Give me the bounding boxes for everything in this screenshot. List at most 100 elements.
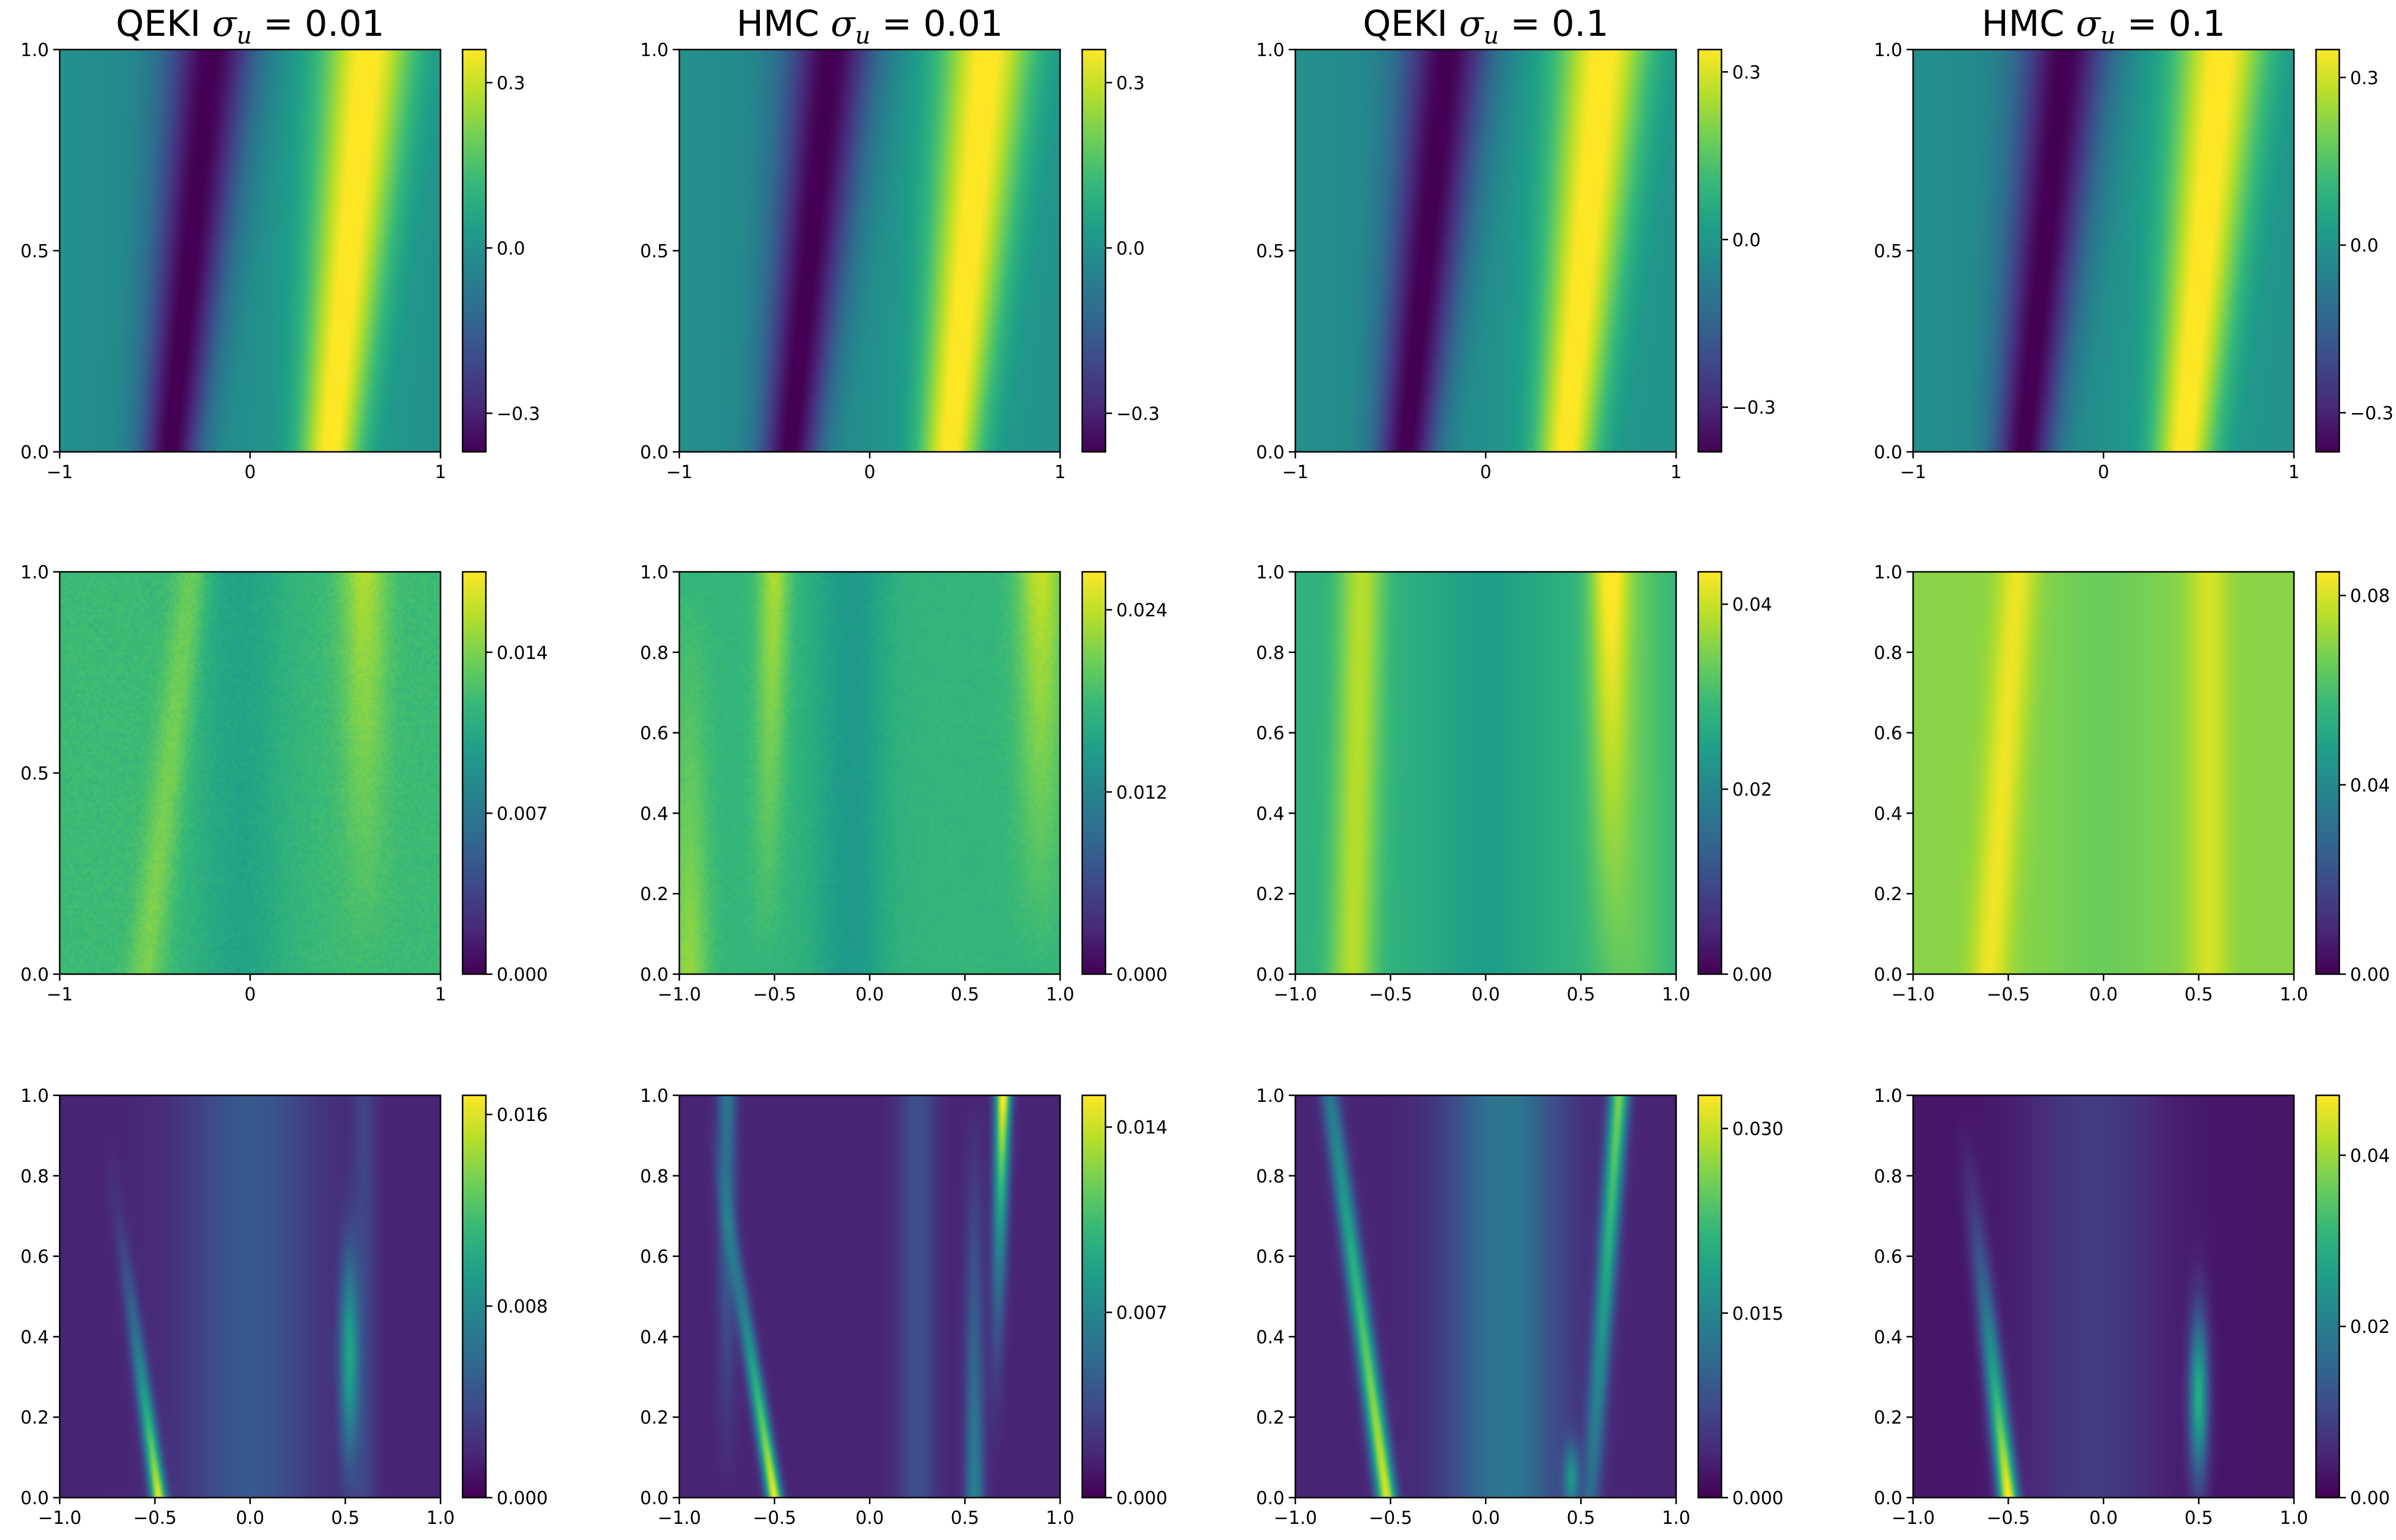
x-tick-label: −1 bbox=[47, 462, 73, 483]
colorbar-tick-label: 0.00 bbox=[2350, 1488, 2390, 1509]
y-tick-label: 0.6 bbox=[640, 1247, 669, 1268]
y-tick-label: 0.6 bbox=[640, 723, 669, 744]
colorbar bbox=[2315, 571, 2340, 975]
colorbar-tick-label: 0.012 bbox=[1116, 783, 1168, 803]
x-tick-label: 0.5 bbox=[1567, 984, 1596, 1005]
colorbar bbox=[2315, 48, 2340, 453]
colorbar-tick-label: 0.015 bbox=[1732, 1304, 1784, 1325]
x-tick-label: 0.5 bbox=[951, 984, 980, 1005]
heatmap-image bbox=[679, 572, 1060, 974]
colorbar-tick-label: 0.0 bbox=[1732, 230, 1761, 251]
colorbar-tick-label: 0.000 bbox=[1116, 1488, 1168, 1509]
colorbar-tick-label: 0.0 bbox=[497, 238, 525, 259]
x-tick-label: −1 bbox=[1900, 462, 1926, 483]
title-method: HMC bbox=[1981, 3, 2076, 45]
colorbar-tick-label: 0.016 bbox=[497, 1105, 548, 1126]
panel-r0-c2: −1 0 1 0.0 0.5 1.0 0.3 0.0 −0.3 bbox=[1256, 40, 1776, 483]
title-method: HMC bbox=[736, 3, 831, 45]
x-tick-label: 1 bbox=[2288, 462, 2299, 483]
y-tick-label: 1.0 bbox=[20, 562, 49, 583]
y-tick-label: 0.8 bbox=[20, 1166, 49, 1187]
y-tick-label: 0.8 bbox=[1256, 1166, 1285, 1187]
y-tick-label: 0.0 bbox=[640, 965, 669, 985]
colorbar-tick-label: 0.04 bbox=[1732, 595, 1772, 615]
y-tick-label: 1.0 bbox=[1256, 562, 1285, 583]
colorbar-tick-label: 0.04 bbox=[2350, 775, 2390, 796]
panel-r1-c1: −1.0 −0.5 0.0 0.5 1.0 0.0 0.2 0.4 0.6 0.8 1.0 0.000… bbox=[640, 562, 1168, 1005]
x-tick-label: 1.0 bbox=[426, 1508, 455, 1529]
y-tick-label: 0.4 bbox=[20, 1327, 49, 1348]
colorbar-tick-label: 0.014 bbox=[1116, 1117, 1168, 1138]
y-tick-label: 0.8 bbox=[1874, 1166, 1902, 1187]
x-tick-label: 1 bbox=[1670, 462, 1681, 483]
y-tick-label: 1.0 bbox=[20, 40, 49, 61]
x-tick-label: 1.0 bbox=[1046, 1508, 1074, 1529]
x-tick-label: 1 bbox=[1054, 462, 1065, 483]
y-tick-label: 1.0 bbox=[1874, 40, 1902, 61]
y-tick-label: 0.2 bbox=[1256, 1407, 1285, 1428]
x-tick-label: 1.0 bbox=[2280, 1508, 2308, 1529]
panel-r2-c0: −1.0 −0.5 0.0 0.5 1.0 0.0 0.2 0.4 0.6 0.8 1.0 0.000… bbox=[20, 1086, 548, 1529]
y-tick-label: 0.4 bbox=[1874, 803, 1902, 824]
title-sigma-subscript: u bbox=[855, 22, 871, 50]
colorbar-tick-label: 0.04 bbox=[2350, 1145, 2390, 1166]
x-tick-label: 0.5 bbox=[951, 1508, 980, 1529]
x-tick-label: −0.5 bbox=[1987, 984, 2030, 1005]
y-tick-label: 0.0 bbox=[20, 442, 49, 463]
x-tick-label: −1 bbox=[47, 984, 73, 1005]
y-tick-label: 0.2 bbox=[1874, 1407, 1902, 1428]
x-tick-label: 1 bbox=[435, 462, 446, 483]
title-sigma-value: 0.01 bbox=[923, 3, 1003, 45]
heatmap-image bbox=[1295, 50, 1676, 452]
panel-title: QEKI σu = 0.01 bbox=[42, 3, 458, 50]
x-tick-label: 0.0 bbox=[855, 984, 884, 1005]
y-tick-label: 0.0 bbox=[1874, 1488, 1902, 1509]
x-tick-label: 0 bbox=[864, 462, 875, 483]
y-tick-label: 1.0 bbox=[1874, 562, 1902, 583]
y-tick-label: 1.0 bbox=[640, 1086, 669, 1107]
x-tick-label: 0.0 bbox=[855, 1508, 884, 1529]
heatmap-image bbox=[679, 50, 1060, 452]
y-tick-label: 0.5 bbox=[20, 241, 49, 262]
x-tick-label: 0.0 bbox=[1471, 984, 1500, 1005]
colorbar-tick-label: 0.3 bbox=[1116, 73, 1145, 94]
title-sigma-value: 0.1 bbox=[2168, 3, 2226, 45]
x-tick-label: 0.5 bbox=[2185, 1508, 2213, 1529]
y-tick-label: 0.0 bbox=[1256, 442, 1285, 463]
x-tick-label: 1.0 bbox=[1662, 984, 1690, 1005]
colorbar-tick-label: 0.3 bbox=[497, 73, 525, 94]
title-sigma-subscript: u bbox=[2100, 22, 2116, 50]
colorbar-tick-label: 0.3 bbox=[1732, 62, 1761, 83]
title-sigma: σ bbox=[2075, 3, 2101, 45]
panel-r0-c0: −1 0 1 0.0 0.5 1.0 0.3 0.0 −0.3 bbox=[20, 40, 540, 483]
x-tick-label: 0.0 bbox=[2089, 984, 2118, 1005]
x-tick-label: −1.0 bbox=[658, 1508, 701, 1529]
colorbar-tick-label: −0.3 bbox=[1116, 404, 1160, 424]
colorbar-tick-label: −0.3 bbox=[1732, 398, 1776, 418]
colorbar-tick-label: 0.0 bbox=[2350, 236, 2379, 257]
y-tick-label: 1.0 bbox=[640, 40, 669, 61]
y-tick-label: 0.0 bbox=[640, 442, 669, 463]
x-tick-label: −1.0 bbox=[1274, 984, 1317, 1005]
y-tick-label: 0.8 bbox=[1874, 643, 1902, 664]
heatmap-image bbox=[60, 1095, 441, 1498]
y-tick-label: 0.5 bbox=[20, 763, 49, 784]
y-tick-label: 0.6 bbox=[1256, 1247, 1285, 1268]
colorbar-tick-label: 0.0 bbox=[1116, 238, 1145, 259]
colorbar-tick-label: 0.007 bbox=[497, 803, 548, 824]
x-tick-label: 1.0 bbox=[1662, 1508, 1690, 1529]
colorbar-tick-label: 0.000 bbox=[497, 1488, 548, 1509]
colorbar-tick-label: 0.000 bbox=[497, 965, 548, 985]
title-sigma: σ bbox=[1459, 3, 1484, 45]
y-tick-label: 0.4 bbox=[640, 803, 669, 824]
panel-r0-c3: −1 0 1 0.0 0.5 1.0 0.3 0.0 −0.3 bbox=[1874, 40, 2394, 483]
y-tick-label: 0.2 bbox=[20, 1407, 49, 1428]
y-tick-label: 0.2 bbox=[640, 884, 669, 905]
y-tick-label: 0.5 bbox=[640, 241, 669, 262]
panel-r2-c2: −1.0 −0.5 0.0 0.5 1.0 0.0 0.2 0.4 0.6 0.8 1.0 0.000… bbox=[1256, 1086, 1784, 1529]
x-tick-label: −0.5 bbox=[133, 1508, 177, 1529]
x-tick-label: −0.5 bbox=[753, 1508, 796, 1529]
y-tick-label: 0.0 bbox=[1874, 965, 1902, 985]
x-tick-label: −0.5 bbox=[753, 984, 796, 1005]
y-tick-label: 1.0 bbox=[1256, 1086, 1285, 1107]
